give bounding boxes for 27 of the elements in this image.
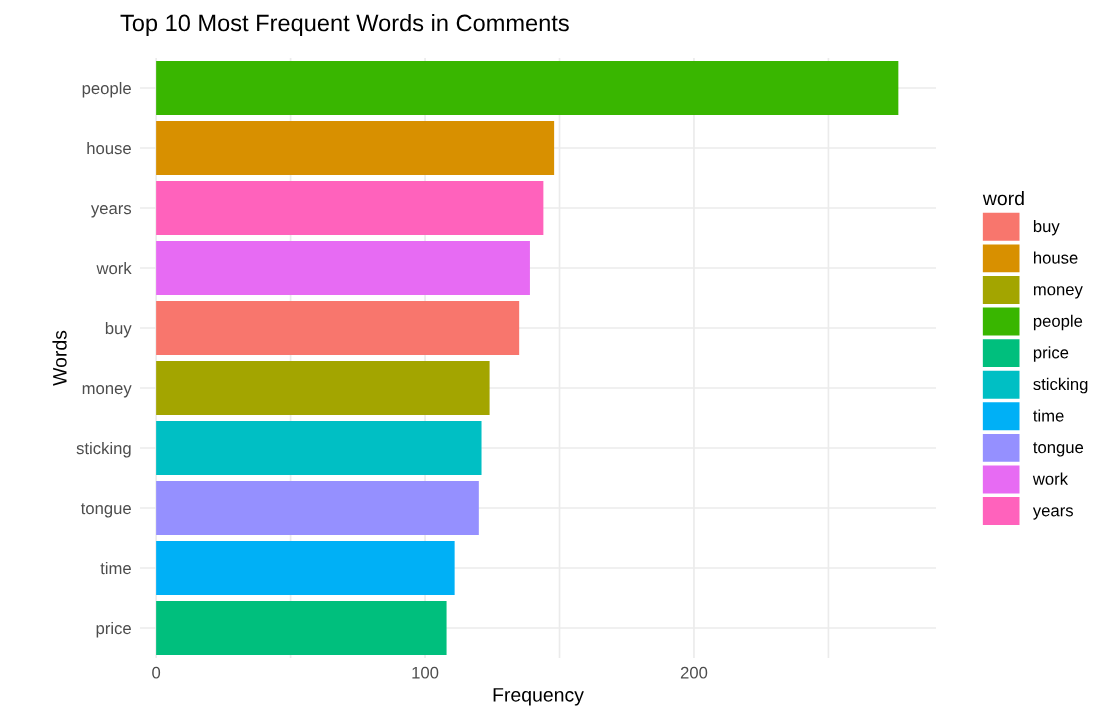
legend-title: word [982,191,1024,206]
legend-label: time [1033,409,1064,422]
y-tick-label: house [87,141,131,155]
legend-label: years [1032,507,1073,520]
chart-title: Top 10 Most Frequent Words in Comments [120,14,569,36]
legend-label: buy [1033,219,1060,236]
y-tick-label: tongue [80,503,131,518]
legend-label: work [1032,472,1069,485]
legend-label: money [1033,286,1083,299]
x-tick-label: 200 [680,666,708,679]
legend-label: sticking [1033,377,1088,394]
legend-label: house [1034,251,1078,264]
legend-label: price [1033,346,1069,362]
y-tick-label: sticking [76,441,131,458]
legend-label: tongue [1033,442,1084,457]
y-tick-label: money [82,385,132,398]
y-axis-title: Words [52,330,67,386]
x-tick-label: 0 [152,666,161,679]
y-tick-label: price [96,621,131,638]
legend-label: people [1033,314,1083,331]
y-tick-label: people [82,81,131,98]
y-tick-label: work [96,261,132,275]
x-axis-title: Frequency [493,688,584,706]
y-tick-label: time [100,561,131,575]
y-tick-label: years [90,205,132,218]
y-tick-label: buy [105,321,132,338]
x-tick-label: 100 [412,666,439,679]
